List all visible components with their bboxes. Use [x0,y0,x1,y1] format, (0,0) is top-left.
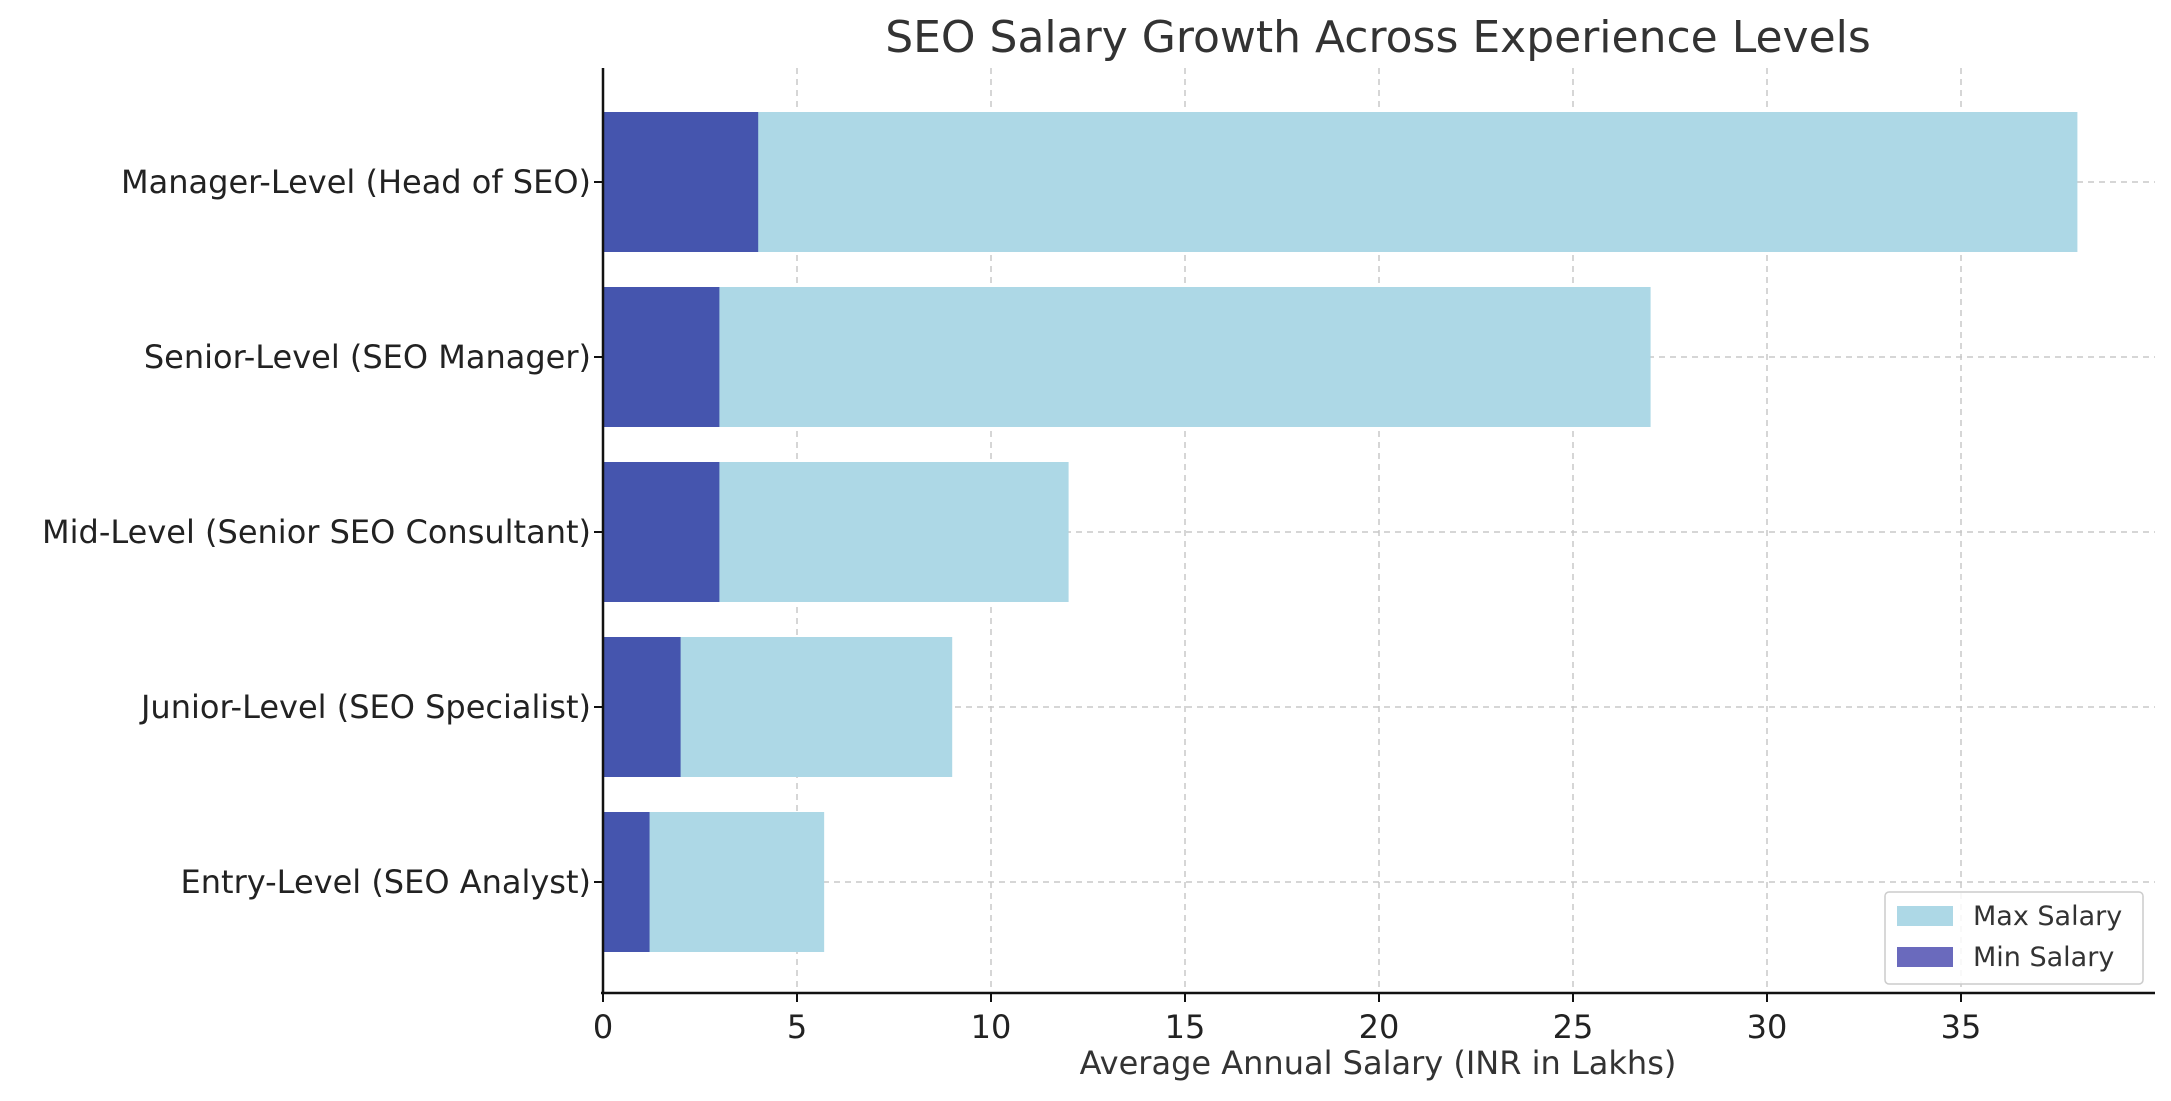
chart-title: SEO Salary Growth Across Experience Leve… [885,12,1871,63]
legend-label: Min Salary [1973,942,2114,973]
x-axis-label: Average Annual Salary (INR in Lakhs) [1080,1044,1677,1082]
x-tick-label: 25 [1553,1008,1594,1046]
y-tick-label: Entry-Level (SEO Analyst) [181,863,591,901]
x-tick-label: 0 [593,1008,613,1046]
ticks-layer: 0 5 10 15 20 25 30 35 Entry-Level (SEO Analyst) J… [42,163,1981,1046]
legend-swatch [1897,947,1953,967]
x-tick-label: 30 [1747,1008,1788,1046]
bar-min-salary [603,287,720,427]
legend: Max Salary Min Salary [1884,891,2144,985]
x-tick-label: 20 [1359,1008,1400,1046]
bar-min-salary [603,637,681,777]
bar-min-salary [603,112,759,252]
legend-label: Max Salary [1973,901,2122,932]
x-tick-label: 10 [971,1008,1012,1046]
y-tick-label: Junior-Level (SEO Specialist) [139,688,591,726]
x-tick-label: 15 [1165,1008,1206,1046]
y-tick-label: Mid-Level (Senior SEO Consultant) [42,513,591,551]
legend-swatch [1897,906,1953,926]
y-tick-label: Manager-Level (Head of SEO) [121,163,591,201]
x-tick-label: 5 [787,1008,807,1046]
bar-min-salary [603,812,650,952]
bar-min-salary [603,462,720,602]
x-tick-label: 35 [1941,1008,1982,1046]
bar-max-salary [603,287,1651,427]
bars-layer [603,112,2078,952]
y-tick-label: Senior-Level (SEO Manager) [144,338,591,376]
bar-max-salary [603,112,2078,252]
